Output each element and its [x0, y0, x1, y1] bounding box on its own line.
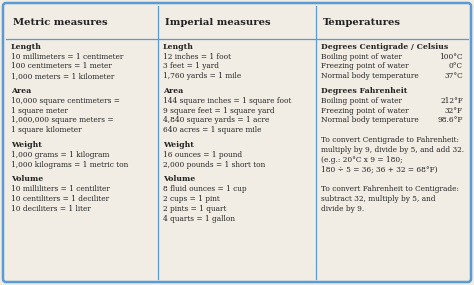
Text: Volume: Volume — [163, 175, 195, 183]
Text: 10 milliliters = 1 centiliter: 10 milliliters = 1 centiliter — [11, 185, 110, 193]
Text: 10 centiliters = 1 deciliter: 10 centiliters = 1 deciliter — [11, 195, 109, 203]
Text: Weight: Weight — [11, 141, 42, 149]
Text: 2 cups = 1 pint: 2 cups = 1 pint — [163, 195, 219, 203]
Text: To convert Fahrenheit to Centigrade:: To convert Fahrenheit to Centigrade: — [321, 185, 459, 194]
Text: Weight: Weight — [163, 141, 194, 149]
Text: 100°C: 100°C — [439, 52, 463, 61]
Text: 1 square meter: 1 square meter — [11, 107, 68, 115]
Text: 10 deciliters = 1 liter: 10 deciliters = 1 liter — [11, 205, 91, 213]
Text: 16 ounces = 1 pound: 16 ounces = 1 pound — [163, 151, 242, 159]
Text: 180 ÷ 5 = 36; 36 + 32 = 68°F): 180 ÷ 5 = 36; 36 + 32 = 68°F) — [321, 166, 438, 174]
Text: 1,760 yards = 1 mile: 1,760 yards = 1 mile — [163, 72, 241, 80]
Text: Volume: Volume — [11, 175, 43, 183]
Text: 9 square feet = 1 square yard: 9 square feet = 1 square yard — [163, 107, 274, 115]
Text: multiply by 9, divide by 5, and add 32.: multiply by 9, divide by 5, and add 32. — [321, 146, 464, 154]
Text: 12 inches = 1 foot: 12 inches = 1 foot — [163, 52, 231, 61]
Text: 10 millimeters = 1 centimeter: 10 millimeters = 1 centimeter — [11, 52, 123, 61]
Text: Area: Area — [11, 87, 31, 95]
Text: subtract 32, multiply by 5, and: subtract 32, multiply by 5, and — [321, 195, 435, 203]
Text: Area: Area — [163, 87, 183, 95]
Text: 212°F: 212°F — [440, 97, 463, 105]
Text: 32°F: 32°F — [445, 107, 463, 115]
Text: Length: Length — [163, 43, 194, 51]
Text: Boiling point of water: Boiling point of water — [321, 52, 401, 61]
Text: To convert Centigrade to Fahrenheit:: To convert Centigrade to Fahrenheit: — [321, 136, 459, 144]
Text: divide by 9.: divide by 9. — [321, 205, 364, 213]
Text: 1 square kilometer: 1 square kilometer — [11, 126, 82, 134]
Text: 0°C: 0°C — [449, 62, 463, 70]
FancyBboxPatch shape — [3, 3, 471, 282]
Text: 144 square inches = 1 square foot: 144 square inches = 1 square foot — [163, 97, 291, 105]
Text: 1,000 kilograms = 1 metric ton: 1,000 kilograms = 1 metric ton — [11, 160, 128, 168]
Text: 1,000 meters = 1 kilometer: 1,000 meters = 1 kilometer — [11, 72, 114, 80]
Text: Normal body temperature: Normal body temperature — [321, 72, 419, 80]
Text: Freezing point of water: Freezing point of water — [321, 62, 408, 70]
Text: Metric measures: Metric measures — [13, 18, 108, 27]
Text: Degrees Fahrenheit: Degrees Fahrenheit — [321, 87, 407, 95]
Text: 2,000 pounds = 1 short ton: 2,000 pounds = 1 short ton — [163, 160, 265, 168]
Text: 98.6°F: 98.6°F — [438, 116, 463, 124]
Text: 100 centimeters = 1 meter: 100 centimeters = 1 meter — [11, 62, 112, 70]
Text: 4 quarts = 1 gallon: 4 quarts = 1 gallon — [163, 215, 235, 223]
Text: 37°C: 37°C — [444, 72, 463, 80]
Text: (e.g.: 20°C x 9 = 180;: (e.g.: 20°C x 9 = 180; — [321, 156, 402, 164]
Text: Normal body temperature: Normal body temperature — [321, 116, 419, 124]
Text: 1,000,000 square meters =: 1,000,000 square meters = — [11, 116, 113, 124]
Text: Freezing point of water: Freezing point of water — [321, 107, 408, 115]
Text: 1,000 grams = 1 kilogram: 1,000 grams = 1 kilogram — [11, 151, 109, 159]
Text: 10,000 square centimeters =: 10,000 square centimeters = — [11, 97, 120, 105]
Text: 4,840 square yards = 1 acre: 4,840 square yards = 1 acre — [163, 116, 269, 124]
Text: Temperatures: Temperatures — [323, 18, 401, 27]
Text: 640 acres = 1 square mile: 640 acres = 1 square mile — [163, 126, 261, 134]
Text: Length: Length — [11, 43, 42, 51]
Text: Boiling point of water: Boiling point of water — [321, 97, 401, 105]
Text: 2 pints = 1 quart: 2 pints = 1 quart — [163, 205, 226, 213]
Text: Imperial measures: Imperial measures — [165, 18, 271, 27]
Text: 3 feet = 1 yard: 3 feet = 1 yard — [163, 62, 219, 70]
Text: 8 fluid ounces = 1 cup: 8 fluid ounces = 1 cup — [163, 185, 246, 193]
Text: Degrees Centigrade / Celsius: Degrees Centigrade / Celsius — [321, 43, 448, 51]
